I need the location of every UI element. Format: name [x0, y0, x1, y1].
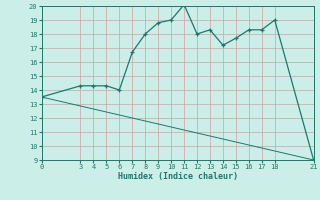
X-axis label: Humidex (Indice chaleur): Humidex (Indice chaleur) [118, 172, 237, 181]
